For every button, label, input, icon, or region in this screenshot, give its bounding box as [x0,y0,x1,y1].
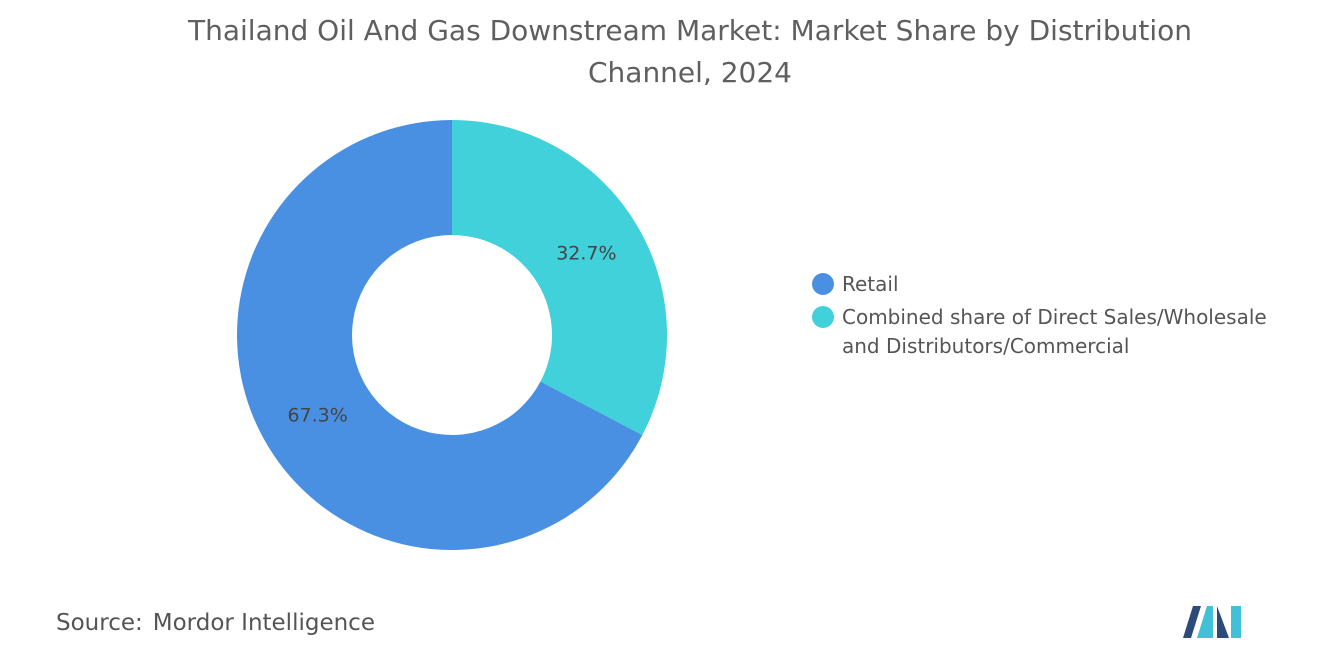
slice [452,120,667,436]
legend-swatch [812,306,834,328]
legend-item: Retail [812,270,1292,299]
source: Source: Mordor Intelligence [56,610,375,636]
data-label: 32.7% [556,242,616,264]
logo [1183,606,1241,638]
legend-item: Combined share of Direct Sales/Wholesale… [812,303,1292,361]
source-name: Mordor Intelligence [152,610,375,636]
chart-title: Thailand Oil And Gas Downstream Market: … [188,14,1192,89]
source-label: Source: [56,610,143,636]
legend-label: Combined share of Direct Sales/Wholesale… [842,305,1267,358]
data-label: 67.3% [287,405,347,427]
legend-swatch [812,273,834,295]
legend-label: Retail [842,272,899,296]
slice [236,120,643,551]
